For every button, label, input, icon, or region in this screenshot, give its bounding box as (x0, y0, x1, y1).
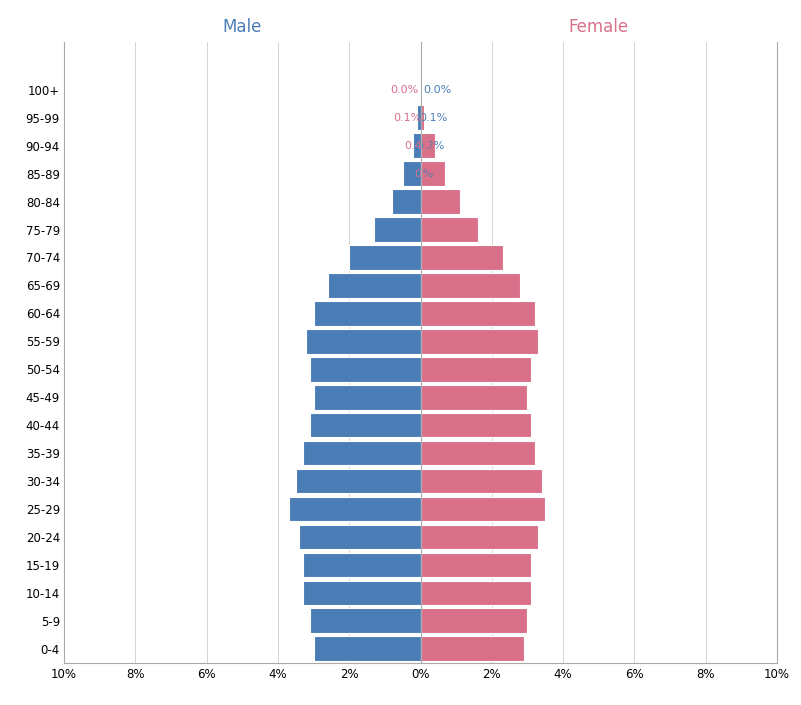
Text: 3.7%: 3.7% (291, 504, 320, 514)
Text: 3.1%: 3.1% (312, 364, 340, 374)
Bar (403, 161, 421, 186)
Text: 0.0%: 0.0% (390, 85, 418, 94)
Text: 3.1%: 3.1% (312, 420, 340, 430)
Text: 0.2%: 0.2% (416, 141, 445, 151)
Text: 3.3%: 3.3% (305, 560, 334, 570)
Bar (421, 217, 477, 242)
Bar (310, 357, 421, 381)
Bar (374, 217, 421, 242)
Text: 3.2%: 3.2% (504, 308, 532, 319)
Text: Male: Male (223, 18, 262, 36)
Text: 3.0%: 3.0% (316, 392, 344, 403)
Text: 3.5%: 3.5% (514, 504, 543, 514)
Text: 3.5%: 3.5% (298, 476, 327, 486)
Bar (421, 469, 541, 494)
Text: 0.5%: 0.5% (405, 168, 433, 178)
Text: 2.9%: 2.9% (493, 644, 521, 654)
Text: 0.1%: 0.1% (420, 113, 448, 123)
Text: 0.7%: 0.7% (415, 168, 443, 178)
Text: 0.4%: 0.4% (404, 141, 433, 151)
Text: 2.8%: 2.8% (489, 281, 517, 290)
Bar (421, 413, 531, 438)
Text: 3.3%: 3.3% (507, 532, 536, 542)
Bar (303, 580, 421, 605)
Bar (303, 441, 421, 465)
Bar (421, 273, 521, 298)
Bar (421, 441, 534, 465)
Text: 0.1%: 0.1% (393, 113, 421, 123)
Bar (314, 301, 421, 326)
Bar (413, 133, 421, 158)
Text: 0.0%: 0.0% (423, 85, 451, 94)
Bar (421, 357, 531, 381)
Text: 3.0%: 3.0% (316, 308, 344, 319)
Bar (421, 245, 502, 270)
Text: 2.0%: 2.0% (352, 252, 380, 262)
Text: 3.1%: 3.1% (312, 615, 340, 626)
Bar (421, 301, 534, 326)
Text: Female: Female (569, 18, 629, 36)
Text: 1.6%: 1.6% (447, 224, 475, 235)
Text: 3.4%: 3.4% (302, 532, 330, 542)
Bar (421, 497, 545, 521)
Text: 3.1%: 3.1% (501, 420, 529, 430)
Text: 3.1%: 3.1% (501, 588, 529, 598)
Text: 2.6%: 2.6% (330, 281, 359, 290)
Bar (307, 329, 421, 354)
Text: 3.1%: 3.1% (501, 364, 529, 374)
Bar (417, 106, 421, 130)
Bar (300, 525, 421, 549)
Bar (310, 413, 421, 438)
Text: 1.1%: 1.1% (429, 197, 457, 207)
Bar (421, 106, 424, 130)
Bar (392, 190, 421, 214)
Bar (349, 245, 421, 270)
Bar (421, 580, 531, 605)
Bar (288, 497, 421, 521)
Bar (421, 637, 524, 661)
Bar (296, 469, 421, 494)
Text: 3.3%: 3.3% (305, 588, 334, 598)
Bar (421, 161, 445, 186)
Bar (310, 608, 421, 633)
Text: 3.3%: 3.3% (507, 336, 536, 346)
Text: 1.3%: 1.3% (376, 224, 405, 235)
Text: 3.2%: 3.2% (309, 336, 337, 346)
Bar (421, 133, 435, 158)
Bar (421, 553, 531, 577)
Bar (421, 385, 527, 410)
Bar (303, 553, 421, 577)
Bar (421, 608, 527, 633)
Bar (328, 273, 421, 298)
Bar (314, 385, 421, 410)
Text: 3.3%: 3.3% (305, 448, 334, 458)
Bar (421, 190, 460, 214)
Text: 0.8%: 0.8% (395, 197, 423, 207)
Text: 3.0%: 3.0% (497, 392, 525, 403)
Bar (421, 329, 538, 354)
Text: 3.2%: 3.2% (504, 448, 532, 458)
Text: 3.1%: 3.1% (501, 560, 529, 570)
Bar (314, 637, 421, 661)
Text: 3.4%: 3.4% (511, 476, 539, 486)
Text: 2.3%: 2.3% (472, 252, 500, 262)
Text: 3.0%: 3.0% (497, 615, 525, 626)
Text: 3.0%: 3.0% (316, 644, 344, 654)
Bar (421, 525, 538, 549)
